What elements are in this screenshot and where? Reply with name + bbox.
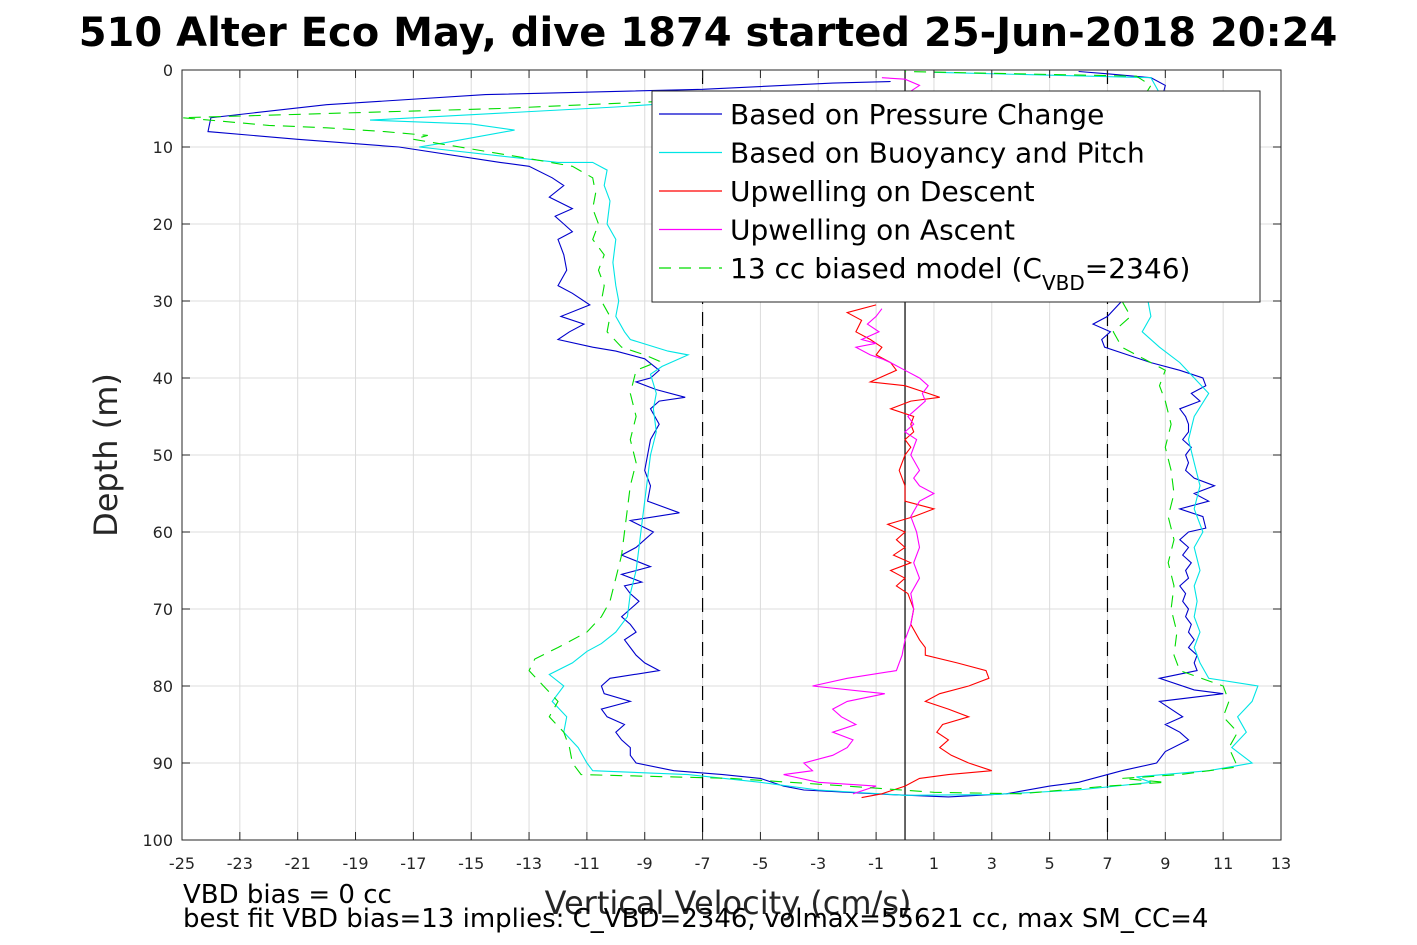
x-tick-label: 3 <box>987 854 997 873</box>
y-axis-label: Depth (m) <box>87 373 125 537</box>
legend-label-suffix: =2346) <box>1085 252 1191 285</box>
legend-label: Upwelling on Descent <box>730 175 1035 208</box>
x-tick-label: -13 <box>516 854 542 873</box>
x-tick-label: 11 <box>1213 854 1233 873</box>
axis-ticks: -25 -23 -21 -19 -17 -15 -13 -11 -9 -7 -5 -3 -1 1 3 5 7 9 1… <box>142 61 1291 873</box>
x-tick-label: -1 <box>868 854 884 873</box>
x-tick-label: 13 <box>1271 854 1291 873</box>
x-tick-label: -11 <box>574 854 600 873</box>
x-tick-label: -3 <box>810 854 826 873</box>
y-tick-label: 10 <box>153 138 173 157</box>
y-tick-label: 20 <box>153 215 173 234</box>
vbd-bias-note: VBD bias = 0 cc <box>183 880 392 910</box>
x-tick-label: -19 <box>342 854 368 873</box>
x-tick-label: -15 <box>458 854 484 873</box>
series-line <box>783 308 936 795</box>
legend: Based on Pressure Change Based on Buoyanc… <box>651 90 1261 303</box>
x-axis-label: Vertical Velocity (cm/s) <box>545 884 912 922</box>
x-tick-label: 5 <box>1045 854 1055 873</box>
legend-box <box>651 90 1261 303</box>
legend-label: Based on Buoyancy and Pitch <box>730 137 1145 170</box>
x-tick-label: 7 <box>1102 854 1112 873</box>
series-line <box>369 71 1259 796</box>
series-line <box>207 70 1224 798</box>
y-tick-label: 90 <box>153 754 173 773</box>
legend-label: 13 cc biased model (CVBD=2346) <box>730 252 1190 295</box>
best-fit-note: best fit VBD bias=13 implies: C_VBD=2346… <box>183 904 1208 934</box>
series-line <box>845 304 992 799</box>
x-tick-label: 9 <box>1160 854 1170 873</box>
x-tick-label: -23 <box>227 854 253 873</box>
y-tick-label: 70 <box>153 600 173 619</box>
legend-label: Based on Pressure Change <box>730 98 1104 131</box>
legend-label-subscript: VBD <box>1042 271 1085 295</box>
series-line <box>881 77 921 94</box>
y-tick-label: 30 <box>153 292 173 311</box>
x-tick-label: -7 <box>695 854 711 873</box>
x-tick-label: -5 <box>752 854 768 873</box>
y-tick-label: 40 <box>153 369 173 388</box>
legend-label-prefix: 13 cc biased model (C <box>730 252 1042 285</box>
x-tick-label: -25 <box>169 854 195 873</box>
y-tick-label: 0 <box>163 61 173 80</box>
x-tick-label: -9 <box>637 854 653 873</box>
y-tick-label: 50 <box>153 446 173 465</box>
y-tick-label: 60 <box>153 523 173 542</box>
chart-title: 510 Alter Eco May, dive 1874 started 25-… <box>79 10 1338 56</box>
data-series <box>182 70 1259 799</box>
x-tick-label: 1 <box>929 854 939 873</box>
x-tick-label: -21 <box>285 854 311 873</box>
y-tick-label: 80 <box>153 677 173 696</box>
legend-label: Upwelling on Ascent <box>730 214 1015 247</box>
y-tick-label: 100 <box>142 831 173 850</box>
x-tick-label: -17 <box>400 854 426 873</box>
